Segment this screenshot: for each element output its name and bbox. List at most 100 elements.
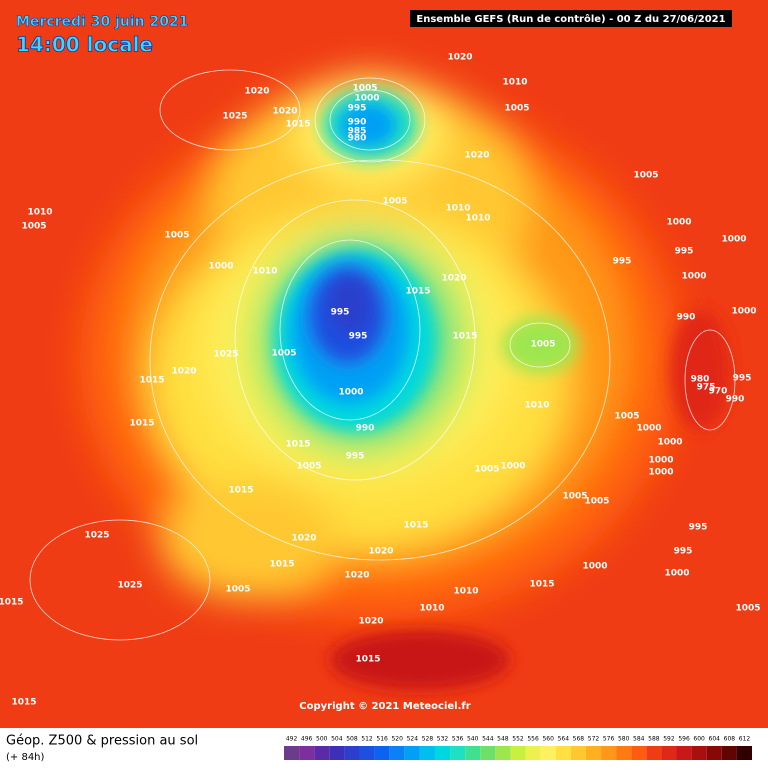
scale-label: 556 [527, 736, 539, 743]
isobar-label: 1020 [291, 534, 316, 544]
date: Mercredi 30 juin 2021 [16, 14, 188, 30]
isobar-labels: 1020 1010 1005 1020 1025 1020 1015 1005 1000 995 9… [0, 53, 761, 708]
isobar-label: 1005 [614, 412, 639, 422]
isobar-label: 1020 [344, 571, 369, 581]
isobar-label: 1000 [338, 388, 363, 398]
scale-label: 504 [331, 736, 343, 743]
scale-swatch [525, 746, 541, 760]
isobar-label: 1005 [530, 340, 555, 350]
isobar-label: 990 [726, 395, 745, 405]
scale-label: 572 [588, 736, 600, 743]
scale-swatch [404, 746, 420, 760]
isobar-label: 1020 [171, 367, 196, 377]
scale-swatch [389, 746, 405, 760]
scale-label: 600 [693, 736, 705, 743]
isobar-label: 1000 [731, 307, 756, 317]
scale-swatch [616, 746, 632, 760]
isobar-label: 1020 [244, 87, 269, 97]
isobar-label: 995 [675, 247, 694, 257]
scale-swatch [480, 746, 496, 760]
scale-swatch [314, 746, 330, 760]
scale-swatch [329, 746, 345, 760]
isobar-label: 1020 [447, 53, 472, 63]
scale-swatch [570, 746, 586, 760]
scale-label: 604 [709, 736, 721, 743]
isobars [29, 69, 736, 641]
scale-label: 560 [542, 736, 554, 743]
scale-label: 588 [648, 736, 660, 743]
scale-swatch [434, 746, 451, 760]
isobar-label: 1005 [225, 585, 250, 595]
scale-swatch [419, 746, 435, 760]
scale-swatch [601, 746, 617, 760]
time: 14:00 locale [16, 33, 153, 57]
isobar-label: 1005 [352, 84, 377, 94]
isobar-label: 1005 [296, 462, 321, 472]
scale-label: 536 [452, 736, 464, 743]
color-scale: 492 496 500 504 508 512 516 520 524 528 532 536 540 5… [284, 736, 752, 760]
scale-label: 544 [482, 736, 494, 743]
scale-label: 532 [437, 736, 449, 743]
forecast-lead: (+ 84h) [6, 752, 45, 763]
scale-label: 608 [724, 736, 736, 743]
isobar-label: 1005 [271, 349, 296, 359]
isobar-label: 1005 [735, 604, 760, 614]
scale-label: 596 [678, 736, 690, 743]
scale-label: 512 [361, 736, 373, 743]
isobar-label: 995 [689, 523, 708, 533]
isobar-label: 1000 [582, 562, 607, 572]
isobar-label: 1015 [0, 598, 24, 608]
scale-label: 576 [603, 736, 615, 743]
isobar-label: 1000 [208, 262, 233, 272]
scale-label: 492 [286, 736, 298, 743]
isobar-label: 1015 [269, 560, 294, 570]
isobar-label: 1020 [358, 617, 383, 627]
scale-swatch [450, 746, 466, 760]
isobar-label: 1005 [584, 497, 609, 507]
isobar-label: 1015 [355, 655, 380, 665]
isobar-label: 1020 [441, 274, 466, 284]
scale-swatch [465, 746, 481, 760]
isobar-label: 990 [348, 118, 367, 128]
isobar-label: 1000 [681, 272, 706, 282]
isobar-label: 1025 [213, 350, 238, 360]
isobar-label: 1010 [502, 78, 527, 88]
isobar-label: 1025 [84, 531, 109, 541]
scale-swatch [540, 746, 556, 760]
scale-swatch [676, 746, 692, 760]
isobar-label: 1015 [403, 521, 428, 531]
isobar-label: 1000 [648, 468, 673, 478]
isobar-label: 1010 [445, 204, 470, 214]
isobar-label: 1025 [222, 112, 247, 122]
isobar-label: 1015 [139, 376, 164, 386]
isobar-label: 1010 [27, 208, 52, 218]
isobar-label: 970 [709, 387, 728, 397]
scale-swatch [374, 746, 390, 760]
scale-label: 584 [633, 736, 645, 743]
scale-swatch [495, 746, 511, 760]
scale-label: 548 [497, 736, 509, 743]
scale-label: 516 [376, 736, 388, 743]
isobar-label: 1005 [633, 171, 658, 181]
isobar-label: 1015 [11, 698, 36, 708]
isobar-label: 995 [349, 332, 368, 342]
scale-label: 612 [739, 736, 751, 743]
scale-swatch [646, 746, 662, 760]
run-box [410, 10, 732, 27]
isobar-label: 990 [356, 424, 375, 434]
copyright: Copyright © 2021 Meteociel.fr [299, 701, 470, 712]
scale-label: 496 [301, 736, 313, 743]
isobar-label: 985 [348, 127, 367, 137]
isobar-label: 1000 [666, 218, 691, 228]
scale-swatch [510, 746, 526, 760]
scale-label: 540 [467, 736, 479, 743]
isobar-label: 1010 [524, 401, 549, 411]
isobar-label: 990 [677, 313, 696, 323]
isobar-label: 975 [697, 383, 716, 393]
isobar-label: 1015 [452, 332, 477, 342]
scale-label: 500 [316, 736, 328, 743]
isobar-label: 980 [348, 134, 367, 144]
scale-swatch [344, 746, 360, 760]
isobar-label: 995 [674, 547, 693, 557]
